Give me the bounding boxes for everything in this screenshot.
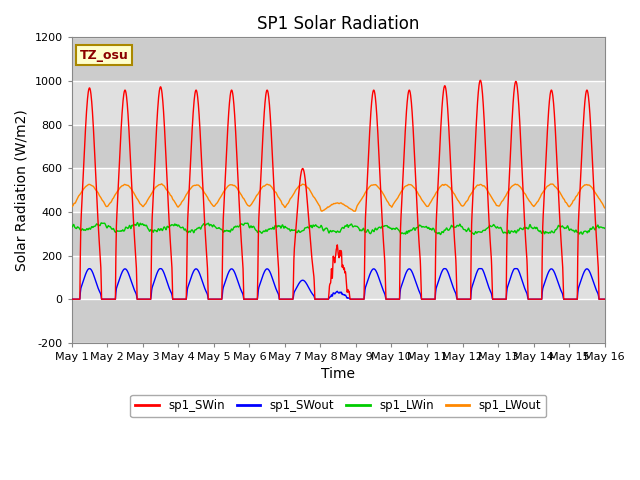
Bar bbox=[72, 81, 605, 125]
Bar bbox=[72, 37, 605, 81]
Legend: sp1_SWin, sp1_SWout, sp1_LWin, sp1_LWout: sp1_SWin, sp1_SWout, sp1_LWin, sp1_LWout bbox=[131, 395, 546, 417]
X-axis label: Time: Time bbox=[321, 367, 355, 382]
Bar bbox=[72, 125, 605, 168]
Bar bbox=[72, 255, 605, 299]
Bar bbox=[72, 212, 605, 255]
Text: TZ_osu: TZ_osu bbox=[80, 48, 129, 62]
Y-axis label: Solar Radiation (W/m2): Solar Radiation (W/m2) bbox=[15, 109, 29, 271]
Title: SP1 Solar Radiation: SP1 Solar Radiation bbox=[257, 15, 419, 33]
Bar bbox=[72, 299, 605, 343]
Bar bbox=[72, 168, 605, 212]
